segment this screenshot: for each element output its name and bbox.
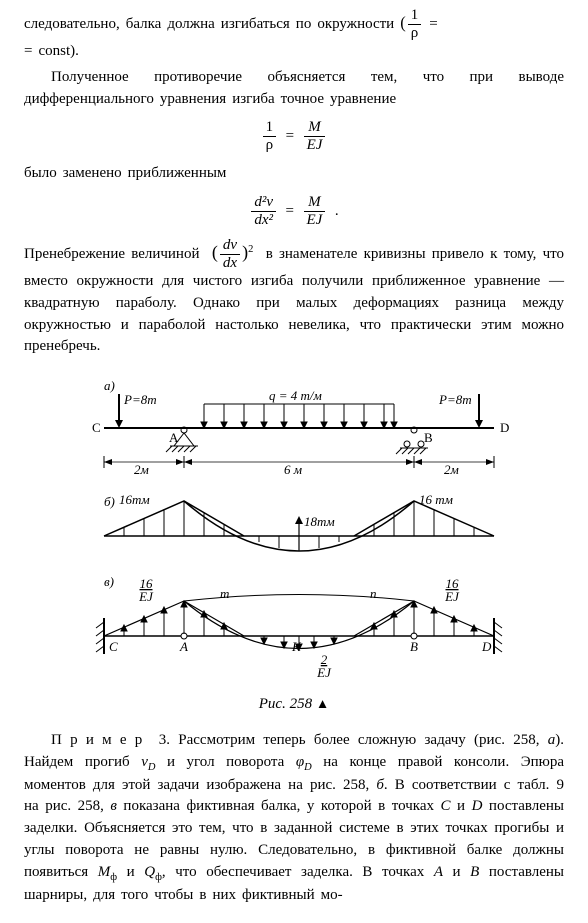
para-1-text: следовательно, балка должна изгибаться п… bbox=[24, 16, 394, 32]
frac-1-over-rho: 1 ρ bbox=[408, 8, 422, 41]
para-1-tail: = const). bbox=[24, 43, 79, 59]
svg-text:а): а) bbox=[104, 378, 115, 393]
para-4: Пренебрежение величиной ( dv dx )2 в зна… bbox=[24, 238, 564, 358]
equation-1: 1 ρ = M EJ bbox=[24, 120, 564, 153]
svg-text:P=8т: P=8т bbox=[123, 392, 157, 407]
figure-258-svg: а) C D P=8т P=8т q = 4 т/м A bbox=[44, 376, 544, 686]
svg-text:EJ: EJ bbox=[138, 589, 154, 604]
svg-text:в): в) bbox=[104, 574, 114, 589]
svg-text:6 м: 6 м bbox=[284, 462, 302, 477]
svg-text:16 тм: 16 тм bbox=[419, 492, 453, 507]
svg-text:C: C bbox=[109, 639, 118, 654]
para-3: было заменено приближенным bbox=[24, 163, 564, 185]
svg-text:m: m bbox=[220, 586, 229, 601]
svg-text:б): б) bbox=[104, 494, 115, 509]
svg-text:16тм: 16тм bbox=[119, 492, 150, 507]
svg-text:EJ: EJ bbox=[316, 665, 332, 680]
svg-text:D: D bbox=[500, 420, 509, 435]
svg-text:K: K bbox=[291, 639, 302, 654]
figure-258: а) C D P=8т P=8т q = 4 т/м A bbox=[24, 376, 564, 686]
svg-text:18тм: 18тм bbox=[304, 514, 335, 529]
svg-text:B: B bbox=[410, 639, 418, 654]
svg-text:2м: 2м bbox=[134, 462, 149, 477]
para-1: следовательно, балка должна изгибаться п… bbox=[24, 8, 564, 63]
svg-text:C: C bbox=[92, 420, 101, 435]
svg-text:D: D bbox=[481, 639, 492, 654]
figure-caption: Рис. 258 ▲ bbox=[24, 694, 564, 716]
svg-text:P=8т: P=8т bbox=[438, 392, 472, 407]
para-2: Полученное противоречие объясняется тем,… bbox=[24, 67, 564, 111]
frac-dv-dx: dv dx bbox=[220, 238, 240, 271]
svg-text:B: B bbox=[424, 430, 433, 445]
svg-text:n: n bbox=[370, 586, 377, 601]
svg-text:A: A bbox=[179, 639, 188, 654]
svg-text:q = 4 т/м: q = 4 т/м bbox=[269, 388, 322, 403]
para-5: П р и м е р 3. Рассмотрим теперь более с… bbox=[24, 730, 564, 907]
equation-2: d²v dx² = M EJ . bbox=[24, 195, 564, 228]
para-4b: в знаменателе кривизны привело к тому, ч… bbox=[24, 246, 564, 354]
triangle-mark-icon: ▲ bbox=[316, 694, 329, 714]
svg-text:EJ: EJ bbox=[444, 589, 460, 604]
svg-text:2м: 2м bbox=[444, 462, 459, 477]
para-4a: Пренебрежение величиной bbox=[24, 246, 200, 262]
svg-text:A: A bbox=[169, 430, 179, 445]
